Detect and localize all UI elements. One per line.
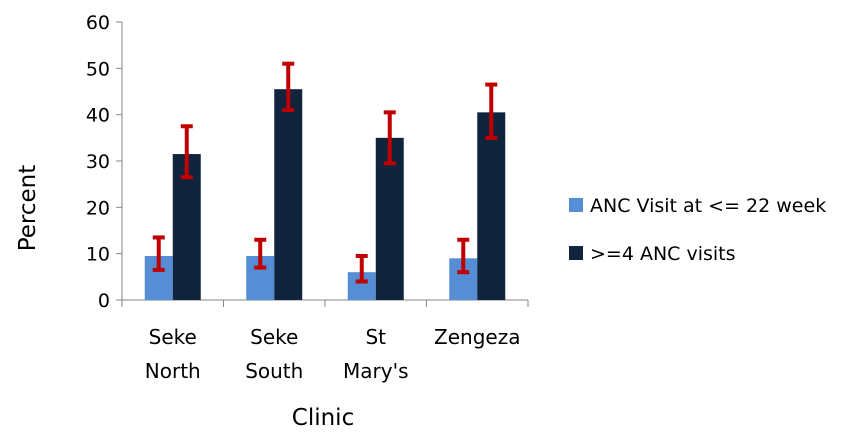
legend: ANC Visit at <= 22 week >=4 ANC visits xyxy=(569,195,826,265)
x-tick-label: St Mary's xyxy=(343,325,409,383)
y-tick-label: 10 xyxy=(86,244,110,266)
x-tick-label: Seke North xyxy=(145,325,201,383)
legend-swatch xyxy=(569,246,583,260)
legend-label: >=4 ANC visits xyxy=(590,243,736,265)
y-tick-label: 40 xyxy=(86,105,110,127)
y-tick-label: 20 xyxy=(86,197,110,219)
x-tick-label: Zengeza xyxy=(434,325,520,349)
y-tick-label: 50 xyxy=(86,58,110,80)
plot-area: 0 10 20 30 40 50 60 Seke North Seke South St Mary's Z… xyxy=(86,12,529,383)
y-axis-title: Percent xyxy=(15,165,41,252)
y-tick-label: 0 xyxy=(98,290,110,312)
legend-swatch xyxy=(569,198,583,212)
bar xyxy=(274,89,303,300)
y-tick-label: 30 xyxy=(86,151,110,173)
bar xyxy=(477,112,506,300)
y-tick-label: 60 xyxy=(86,12,110,34)
legend-label: ANC Visit at <= 22 week xyxy=(590,195,826,217)
x-tick-label: Seke South xyxy=(245,325,303,383)
x-axis-title: Clinic xyxy=(292,405,354,431)
